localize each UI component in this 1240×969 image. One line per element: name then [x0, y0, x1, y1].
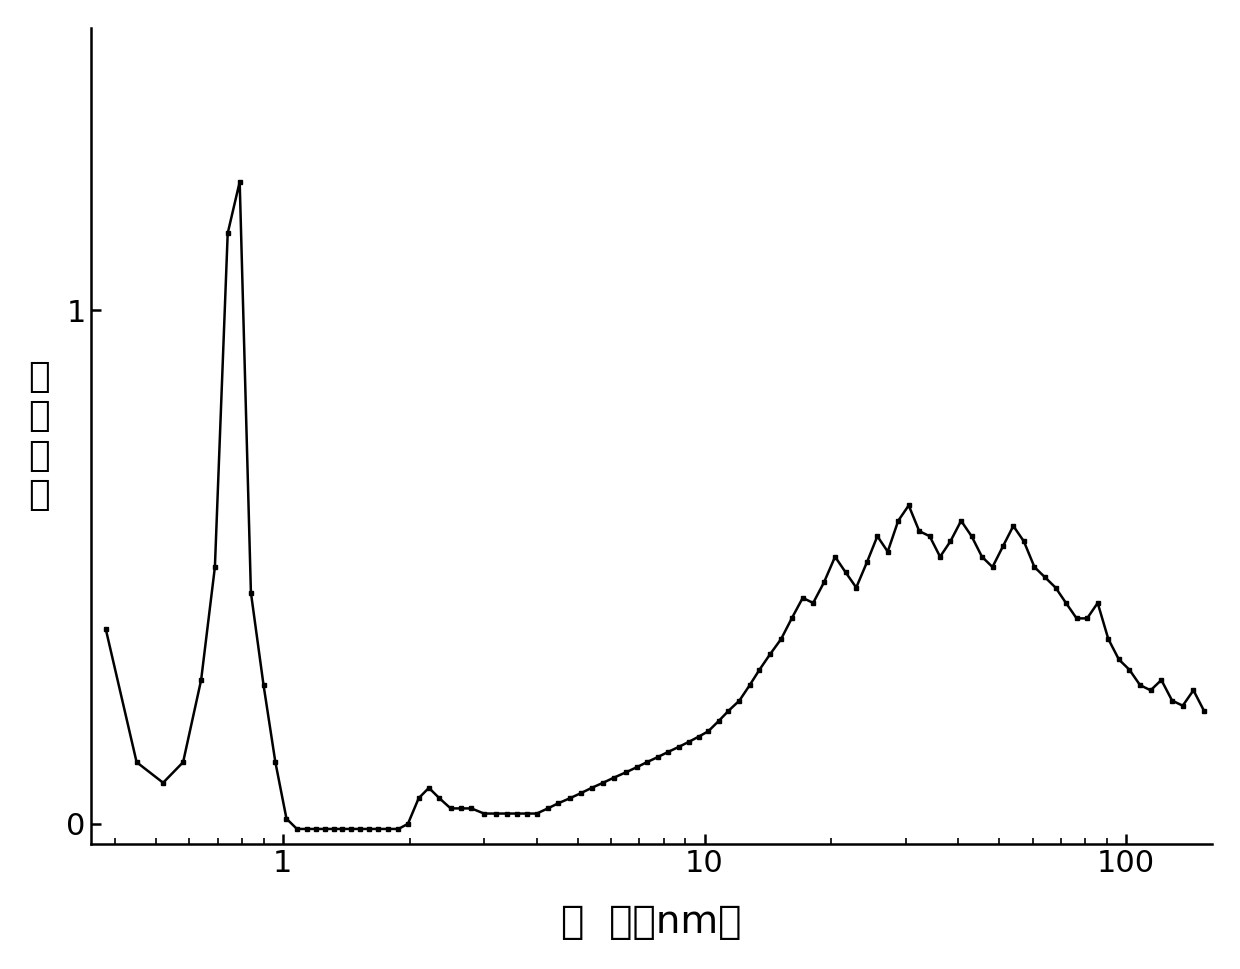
X-axis label: 孔  径（nm）: 孔 径（nm）	[562, 903, 742, 941]
Y-axis label: 微
分
孔
容: 微 分 孔 容	[27, 359, 50, 513]
